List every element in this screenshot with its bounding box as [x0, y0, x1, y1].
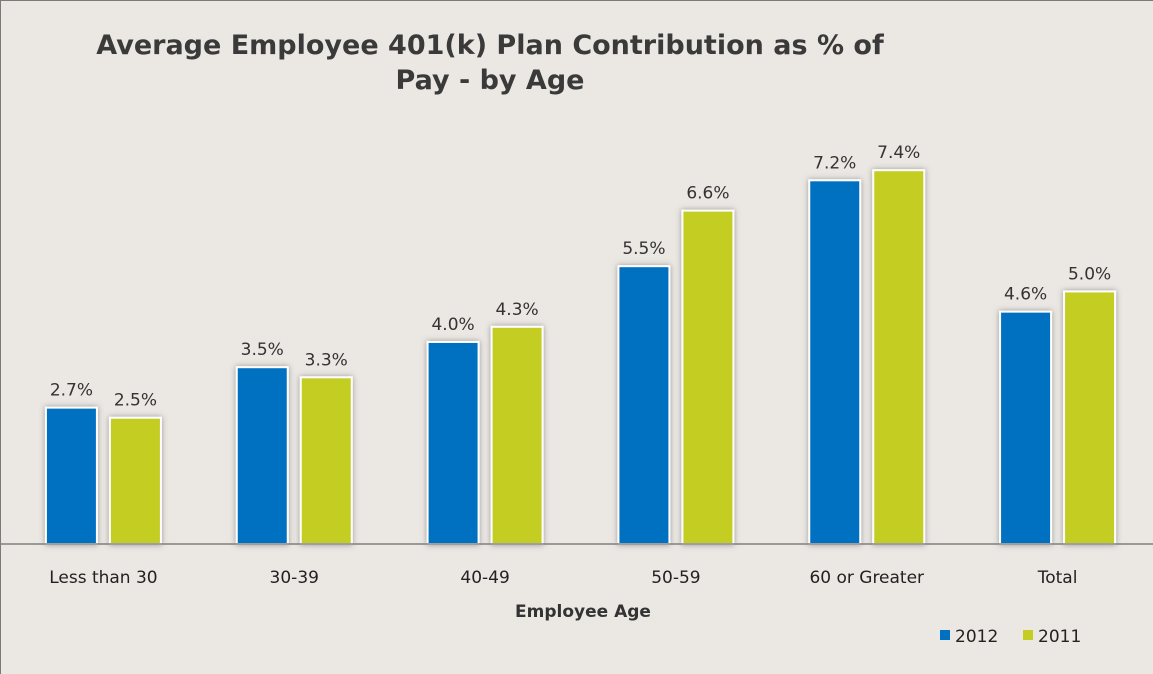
- legend-label-2011: 2011: [1038, 627, 1081, 647]
- data-label-2011-1: 3.3%: [305, 350, 348, 370]
- bar-2011-5: [1063, 290, 1117, 545]
- data-label-2012-5: 4.6%: [1004, 285, 1047, 305]
- legend-label-2012: 2012: [955, 627, 998, 647]
- data-label-2012-2: 4.0%: [431, 315, 474, 335]
- data-label-2012-3: 5.5%: [622, 239, 665, 259]
- x-tick-label: 50-59: [651, 568, 700, 588]
- bar-2011-0: [108, 416, 162, 546]
- x-axis-title: Employee Age: [515, 602, 651, 622]
- bar-2011-3: [681, 209, 735, 545]
- bar-2011-4: [872, 169, 926, 545]
- bar-2012-4: [808, 179, 862, 546]
- x-tick-label: 30-39: [270, 568, 319, 588]
- data-label-2011-5: 5.0%: [1068, 264, 1111, 284]
- bar-2012-0: [44, 406, 98, 545]
- bar-2011-1: [299, 376, 353, 545]
- x-tick-label: 40-49: [460, 568, 509, 588]
- chart-title: Average Employee 401(k) Plan Contributio…: [96, 30, 884, 96]
- x-tick-label: Total: [1037, 568, 1078, 588]
- data-label-2012-4: 7.2%: [813, 153, 856, 173]
- bar-2012-1: [235, 366, 289, 546]
- legend-swatch-2011: [1023, 630, 1033, 640]
- data-label-2011-0: 2.5%: [114, 391, 157, 411]
- data-label-2011-3: 6.6%: [686, 184, 729, 204]
- bar-2011-2: [490, 325, 544, 545]
- data-label-2012-1: 3.5%: [241, 340, 284, 360]
- bar-2012-5: [999, 310, 1053, 545]
- data-label-2011-4: 7.4%: [877, 143, 920, 163]
- bar-2012-3: [617, 265, 671, 545]
- x-tick-label: 60 or Greater: [809, 568, 924, 588]
- data-label-2011-2: 4.3%: [495, 300, 538, 320]
- x-tick-label: Less than 30: [49, 568, 157, 588]
- data-label-2012-0: 2.7%: [50, 381, 93, 401]
- legend-swatch-2012: [940, 630, 950, 640]
- bar-2012-2: [426, 340, 480, 546]
